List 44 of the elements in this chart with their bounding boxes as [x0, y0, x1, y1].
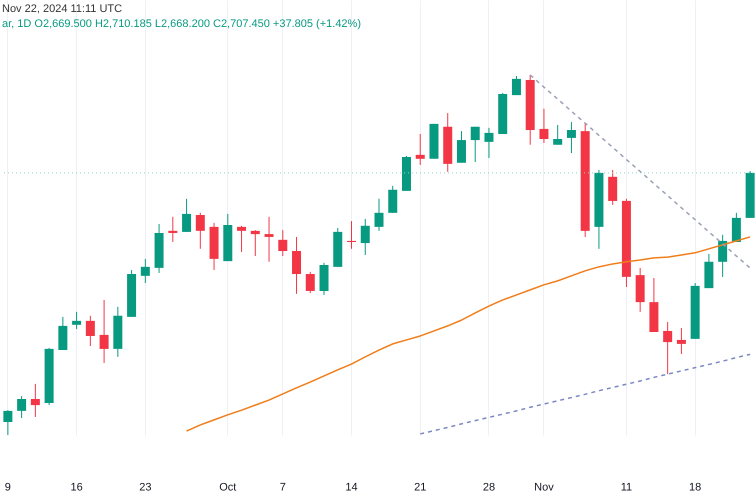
- candlestick: [196, 212, 205, 250]
- candlestick: [539, 108, 548, 144]
- candlestick: [250, 230, 260, 257]
- candlestick: [360, 218, 370, 256]
- x-tick-label: 14: [345, 482, 358, 494]
- candlestick: [374, 198, 384, 232]
- candlestick: [182, 198, 192, 232]
- x-tick-label: 11: [620, 482, 632, 494]
- candlestick: [278, 230, 288, 257]
- candlestick: [3, 410, 12, 436]
- candlestick: [553, 124, 562, 146]
- x-tick-label: Nov: [534, 482, 554, 494]
- candlestick: [86, 315, 95, 347]
- text: ar, 1D O2,669.500 H2,710.185 L2,668.200 C2,707.450 +37.805 (+1.42%): [2, 17, 361, 32]
- x-tick-label: 21: [414, 482, 426, 494]
- x-tick-label: 7: [280, 482, 286, 494]
- x-tick-label: 9: [4, 482, 11, 494]
- candlestick: [416, 133, 425, 166]
- candlestick: [292, 236, 302, 294]
- candlestick: [484, 127, 494, 159]
- candlestick: [306, 271, 315, 294]
- candlestick: [100, 299, 109, 364]
- candlestick: [566, 122, 576, 154]
- candlestick: [718, 234, 728, 278]
- x-tick-label: 23: [139, 482, 152, 494]
- candlestick: [30, 383, 40, 418]
- candlestick: [470, 126, 480, 163]
- x-tick-label: 18: [689, 482, 702, 494]
- x-tick-label: 28: [482, 482, 496, 494]
- text: Nov 22, 2024 11:11 UTC: [2, 2, 124, 17]
- candlestick: [512, 75, 521, 96]
- candlestick: [347, 220, 356, 250]
- candlestick: [17, 396, 26, 419]
- x-tick-label: 16: [70, 482, 83, 494]
- candlestick: [264, 216, 274, 262]
- candlestick: [72, 311, 82, 330]
- candlestick: [237, 225, 246, 253]
- candlestick: [388, 185, 398, 214]
- candlestick: [456, 130, 466, 164]
- candlestick: [676, 328, 686, 354]
- x-tick-label: Oct: [219, 482, 236, 494]
- candlestick: [663, 321, 672, 375]
- candlestick: [140, 258, 150, 284]
- candlestick: [168, 216, 178, 242]
